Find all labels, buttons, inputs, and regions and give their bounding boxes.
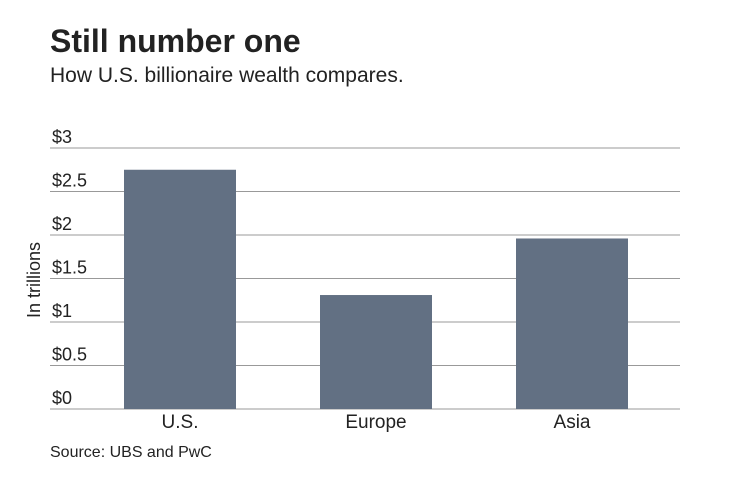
y-tick-label: $0.5 <box>52 345 87 365</box>
bar <box>124 169 236 409</box>
chart-title: Still number one <box>50 23 301 59</box>
y-tick-label: $1.5 <box>52 258 87 278</box>
y-axis-label: In trillions <box>24 242 44 318</box>
bar <box>320 295 432 409</box>
y-tick-label: $2.5 <box>52 171 87 191</box>
y-tick-label: $1 <box>52 301 72 321</box>
y-tick-label: $2 <box>52 214 72 234</box>
y-tick-label: $3 <box>52 127 72 147</box>
bar <box>516 238 628 409</box>
x-tick-label: Asia <box>554 412 591 433</box>
x-tick-label: U.S. <box>162 412 199 433</box>
chart-subtitle: How U.S. billionaire wealth compares. <box>50 64 404 87</box>
x-tick-label: Europe <box>345 412 406 433</box>
y-tick-label: $0 <box>52 388 72 408</box>
source: Source: UBS and PwC <box>50 444 212 461</box>
